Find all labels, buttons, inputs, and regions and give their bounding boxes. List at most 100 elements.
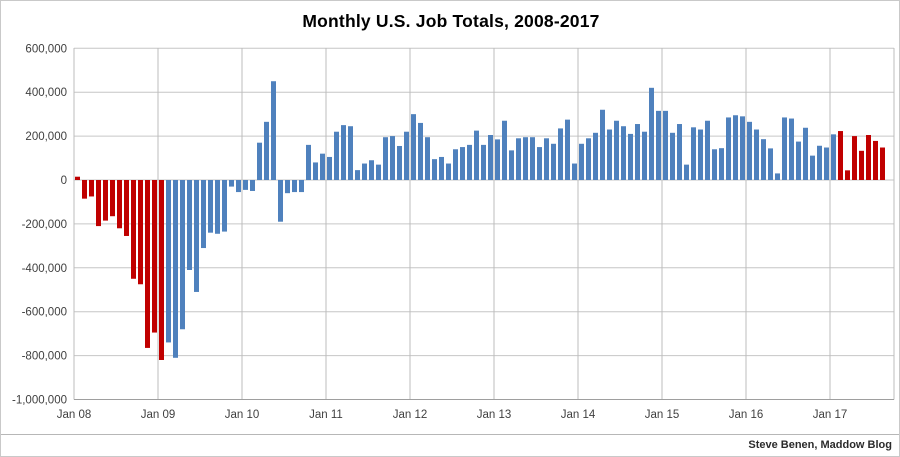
job-bar	[201, 180, 206, 249]
job-bar	[810, 155, 815, 180]
job-bar	[782, 117, 787, 180]
job-bar	[341, 125, 346, 180]
job-bar	[740, 116, 745, 180]
job-bar	[474, 130, 479, 180]
job-bar	[614, 120, 619, 180]
job-bar	[817, 145, 822, 180]
job-bar	[586, 138, 591, 180]
job-bar	[621, 126, 626, 180]
job-bar	[663, 110, 668, 180]
job-bar	[194, 180, 199, 292]
x-tick-label: Jan 14	[561, 409, 596, 421]
x-tick-label: Jan 08	[57, 409, 92, 421]
job-bar	[845, 170, 850, 180]
job-bar	[649, 87, 654, 180]
job-bar	[754, 129, 759, 180]
y-tick-label: -400,000	[22, 263, 67, 275]
job-bar	[481, 144, 486, 180]
job-bar	[222, 180, 227, 232]
job-bar	[516, 138, 521, 180]
y-tick-label: 200,000	[25, 131, 67, 143]
job-bar	[593, 132, 598, 180]
job-bar	[250, 180, 255, 191]
job-bar	[208, 180, 213, 233]
chart-title: Monthly U.S. Job Totals, 2008-2017	[302, 11, 600, 31]
job-bar	[215, 180, 220, 234]
job-bar	[264, 121, 269, 180]
job-bar	[117, 180, 122, 229]
job-bar	[432, 159, 437, 180]
job-bar	[705, 120, 710, 180]
job-bar	[159, 180, 164, 360]
job-bar	[173, 180, 178, 358]
job-bar	[866, 135, 871, 180]
job-bar	[488, 135, 493, 180]
job-bar	[313, 162, 318, 180]
y-tick-label: -1,000,000	[12, 395, 67, 407]
y-tick-label: 0	[61, 175, 67, 187]
job-bar	[397, 145, 402, 180]
job-bar	[110, 180, 115, 217]
job-bar	[544, 138, 549, 180]
job-bar	[229, 180, 234, 187]
x-tick-label: Jan 13	[477, 409, 512, 421]
job-bar	[600, 109, 605, 180]
job-bar	[236, 180, 241, 193]
job-bar	[495, 139, 500, 180]
job-bar	[306, 144, 311, 180]
job-bar	[796, 141, 801, 180]
job-bar	[348, 126, 353, 180]
job-bar	[698, 129, 703, 180]
job-bar	[124, 180, 129, 236]
job-bar	[831, 134, 836, 180]
y-tick-label: 400,000	[25, 87, 67, 99]
job-bar	[453, 149, 458, 180]
job-bar	[635, 124, 640, 180]
job-bar	[285, 180, 290, 194]
job-bar	[747, 121, 752, 180]
x-tick-label: Jan 16	[729, 409, 764, 421]
job-bar	[726, 117, 731, 180]
job-bar	[509, 150, 514, 180]
job-bar	[271, 81, 276, 180]
job-bar	[82, 180, 87, 199]
job-bar	[355, 170, 360, 180]
job-bar	[187, 180, 192, 270]
job-bar	[852, 136, 857, 180]
job-bar	[523, 137, 528, 180]
job-bar	[411, 114, 416, 180]
job-bar	[712, 149, 717, 180]
job-bar	[138, 180, 143, 285]
job-bar	[677, 124, 682, 180]
job-bar	[551, 143, 556, 180]
y-tick-label: 600,000	[25, 43, 67, 55]
x-tick-label: Jan 09	[141, 409, 176, 421]
job-bar	[327, 156, 332, 180]
x-tick-label: Jan 12	[393, 409, 428, 421]
job-bar	[334, 131, 339, 180]
y-tick-label: -200,000	[22, 219, 67, 231]
job-bar	[873, 140, 878, 180]
y-tick-label: -600,000	[22, 307, 67, 319]
job-bar	[572, 163, 577, 180]
job-bar	[565, 119, 570, 180]
job-bar	[803, 127, 808, 180]
job-bar	[530, 137, 535, 180]
job-bar	[257, 142, 262, 180]
x-tick-label: Jan 10	[225, 409, 260, 421]
job-bar	[292, 180, 297, 193]
job-bar	[719, 148, 724, 180]
chart-frame-divider	[1, 434, 899, 435]
job-bar	[390, 136, 395, 180]
job-bar	[278, 180, 283, 222]
job-bar	[439, 156, 444, 180]
job-bar	[145, 180, 150, 348]
job-bar	[96, 180, 101, 227]
job-bar	[502, 120, 507, 180]
job-bar	[425, 137, 430, 180]
job-bar	[859, 150, 864, 180]
job-bar	[579, 143, 584, 180]
job-bar	[180, 180, 185, 330]
